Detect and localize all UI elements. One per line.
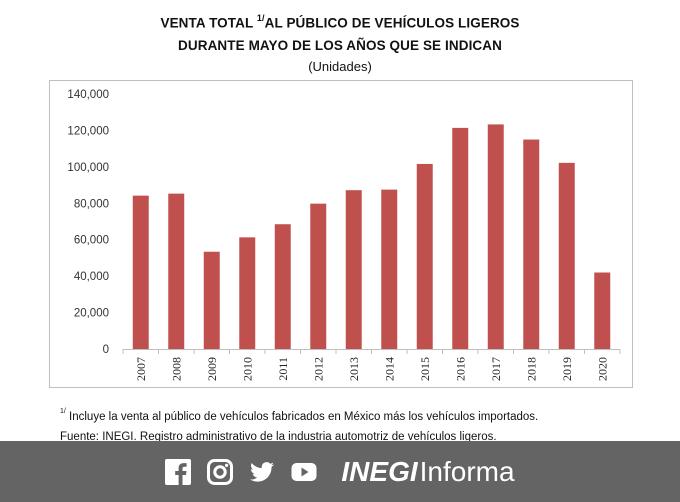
bar (452, 127, 469, 349)
y-tick-label: 80,000 (74, 198, 109, 210)
bar (203, 251, 220, 349)
chart-title-line-1: VENTA TOTAL 1/AL PÚBLICO DE VEHÍCULOS LI… (0, 8, 680, 35)
bar (274, 224, 291, 349)
bar (558, 162, 575, 349)
x-tick-label: 2013 (347, 357, 361, 381)
youtube-icon[interactable] (291, 459, 317, 485)
x-tick-label: 2012 (311, 357, 325, 381)
chart-subtitle: (Unidades) (308, 58, 372, 74)
x-tick-label: 2018 (524, 357, 538, 381)
x-tick-label: 2015 (418, 357, 432, 381)
source-note: Fuente: INEGI. Registro administrativo d… (60, 430, 497, 443)
bar (168, 193, 185, 349)
title-superscript: 1/ (256, 13, 265, 23)
y-tick-label: 140,000 (67, 89, 109, 101)
chart-frame: 0 20,000 40,000 60,000 80,000 100,000 120,000 1… (49, 80, 633, 388)
twitter-icon[interactable] (249, 459, 275, 485)
y-tick-label: 20,000 (74, 308, 109, 320)
bar (416, 163, 433, 349)
facebook-icon[interactable] (165, 458, 192, 485)
y-tick-label: 60,000 (74, 235, 109, 247)
x-tick-label: 2009 (205, 357, 219, 381)
bar (132, 195, 149, 349)
x-tick-label: 2016 (453, 357, 467, 381)
x-tick-label: 2017 (489, 357, 503, 381)
x-tick-label: 2007 (134, 357, 148, 381)
bar (239, 237, 256, 349)
x-tick-label: 2019 (560, 357, 574, 381)
bar (345, 190, 362, 349)
footnote: 1/ Incluye la venta al público de vehícu… (60, 404, 538, 427)
bar (310, 203, 327, 349)
x-tick-label: 2014 (382, 357, 396, 381)
bar-chart: 0 20,000 40,000 60,000 80,000 100,000 120,000 1… (67, 89, 621, 381)
footer-bar: INEGI Informa (0, 441, 680, 502)
x-tick-label: 2008 (169, 357, 183, 381)
title-part-2: AL PÚBLICO DE VEHÍCULOS LIGEROS (264, 15, 520, 31)
inegi-informa-logo: INEGI Informa (341, 456, 514, 488)
chart-header: VENTA TOTAL 1/AL PÚBLICO DE VEHÍCULOS LI… (0, 8, 680, 77)
title-part-1: VENTA TOTAL (160, 15, 257, 31)
y-tick-label: 40,000 (74, 271, 109, 283)
chart-title-line-2: DURANTE MAYO DE LOS AÑOS QUE SE INDICAN (178, 37, 502, 53)
instagram-icon[interactable] (207, 458, 234, 485)
footnote-text: Incluye la venta al público de vehículos… (65, 410, 539, 423)
x-tick-label: 2020 (595, 357, 609, 381)
brand-inegi: INEGI (341, 455, 418, 487)
y-tick-label: 0 (103, 344, 109, 356)
bar (523, 139, 540, 349)
bar (381, 189, 398, 349)
bar (487, 124, 504, 349)
notes: 1/ Incluye la venta al público de vehícu… (60, 404, 538, 447)
x-tick-label: 2010 (240, 357, 254, 381)
y-tick-label: 100,000 (67, 162, 109, 174)
brand-informa: Informa (419, 455, 515, 487)
y-tick-label: 120,000 (67, 125, 109, 137)
bar (594, 272, 611, 349)
x-tick-label: 2011 (276, 357, 290, 381)
footnote-marker: 1/ (60, 408, 66, 415)
